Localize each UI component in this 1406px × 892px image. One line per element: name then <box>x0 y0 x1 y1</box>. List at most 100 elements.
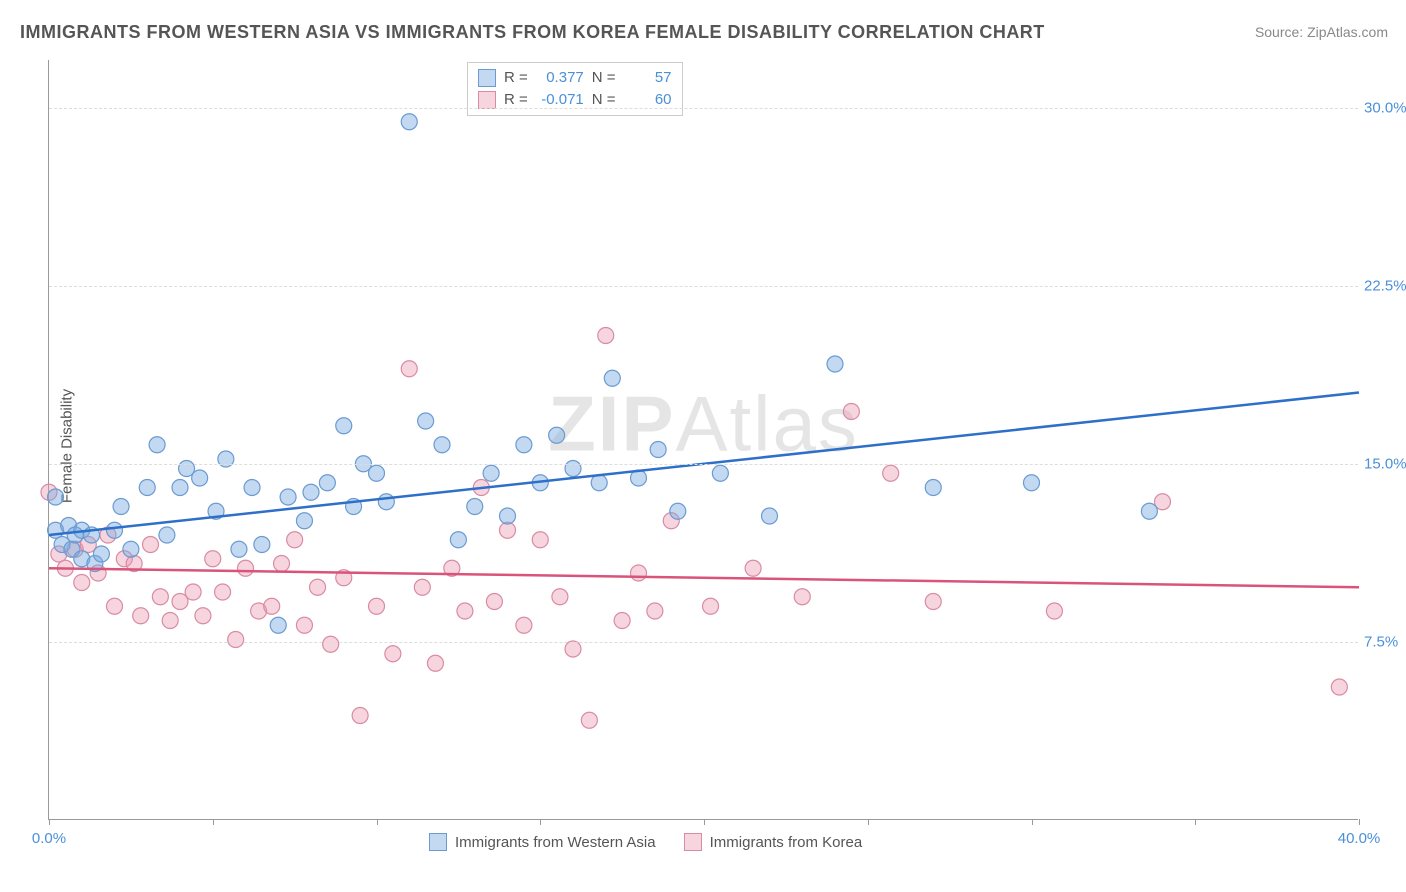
scatter-point <box>296 617 312 633</box>
scatter-point <box>631 565 647 581</box>
scatter-point <box>565 641 581 657</box>
y-tick-label: 15.0% <box>1364 455 1406 472</box>
scatter-point <box>280 489 296 505</box>
legend-swatch-1 <box>684 833 702 851</box>
grid-line <box>49 464 1358 465</box>
scatter-point <box>925 594 941 610</box>
scatter-point <box>703 598 719 614</box>
source-label: Source: ZipAtlas.com <box>1255 24 1388 40</box>
grid-line <box>49 286 1358 287</box>
chart-title: IMMIGRANTS FROM WESTERN ASIA VS IMMIGRAN… <box>20 22 1045 43</box>
scatter-point <box>254 537 270 553</box>
y-tick-label: 7.5% <box>1364 633 1406 650</box>
scatter-point <box>215 584 231 600</box>
scatter-point <box>414 579 430 595</box>
scatter-point <box>500 522 516 538</box>
scatter-point <box>1331 679 1347 695</box>
scatter-point <box>162 613 178 629</box>
scatter-point <box>192 470 208 486</box>
scatter-point <box>670 503 686 519</box>
scatter-point <box>418 413 434 429</box>
scatter-point <box>925 480 941 496</box>
scatter-point <box>74 575 90 591</box>
scatter-point <box>427 655 443 671</box>
scatter-point <box>532 532 548 548</box>
x-tick <box>1032 819 1033 825</box>
scatter-point <box>581 712 597 728</box>
legend-swatch-0 <box>429 833 447 851</box>
scatter-point <box>434 437 450 453</box>
scatter-point <box>591 475 607 491</box>
scatter-point <box>319 475 335 491</box>
scatter-point <box>549 427 565 443</box>
scatter-point <box>107 522 123 538</box>
scatter-point <box>270 617 286 633</box>
x-tick <box>377 819 378 825</box>
x-tick <box>213 819 214 825</box>
scatter-point <box>604 370 620 386</box>
scatter-point <box>883 465 899 481</box>
scatter-point <box>139 480 155 496</box>
scatter-point <box>378 494 394 510</box>
scatter-point <box>516 437 532 453</box>
bottom-legend: Immigrants from Western Asia Immigrants … <box>429 833 862 851</box>
scatter-point <box>133 608 149 624</box>
scatter-point <box>794 589 810 605</box>
legend-item-0: Immigrants from Western Asia <box>429 833 656 851</box>
x-tick <box>540 819 541 825</box>
scatter-point <box>369 598 385 614</box>
grid-line <box>49 108 1358 109</box>
scatter-point <box>1046 603 1062 619</box>
scatter-point <box>143 537 159 553</box>
scatter-point <box>238 560 254 576</box>
scatter-point <box>745 560 761 576</box>
scatter-point <box>762 508 778 524</box>
scatter-point <box>486 594 502 610</box>
plot-svg <box>49 60 1358 819</box>
scatter-point <box>352 708 368 724</box>
scatter-point <box>93 546 109 562</box>
scatter-point <box>149 437 165 453</box>
scatter-point <box>123 541 139 557</box>
scatter-point <box>614 613 630 629</box>
x-tick <box>1195 819 1196 825</box>
scatter-point <box>843 404 859 420</box>
scatter-point <box>457 603 473 619</box>
scatter-point <box>231 541 247 557</box>
scatter-point <box>113 499 129 515</box>
scatter-point <box>323 636 339 652</box>
scatter-point <box>48 489 64 505</box>
scatter-point <box>159 527 175 543</box>
scatter-point <box>195 608 211 624</box>
scatter-point <box>172 480 188 496</box>
x-tick <box>704 819 705 825</box>
x-tick-label: 0.0% <box>32 830 66 847</box>
scatter-point <box>598 328 614 344</box>
scatter-point <box>185 584 201 600</box>
scatter-point <box>401 361 417 377</box>
grid-line <box>49 642 1358 643</box>
scatter-point <box>369 465 385 481</box>
scatter-point <box>516 617 532 633</box>
trend-line <box>49 568 1359 587</box>
x-tick <box>1359 819 1360 825</box>
scatter-point <box>244 480 260 496</box>
scatter-point <box>650 442 666 458</box>
scatter-point <box>552 589 568 605</box>
scatter-point <box>274 556 290 572</box>
scatter-point <box>336 418 352 434</box>
legend-label-1: Immigrants from Korea <box>710 834 863 851</box>
scatter-point <box>287 532 303 548</box>
scatter-point <box>401 114 417 130</box>
scatter-point <box>450 532 466 548</box>
scatter-point <box>107 598 123 614</box>
scatter-point <box>1024 475 1040 491</box>
legend-label-0: Immigrants from Western Asia <box>455 834 656 851</box>
legend-item-1: Immigrants from Korea <box>684 833 863 851</box>
x-tick <box>868 819 869 825</box>
scatter-point <box>500 508 516 524</box>
scatter-point <box>228 632 244 648</box>
scatter-point <box>647 603 663 619</box>
scatter-point <box>152 589 168 605</box>
plot-area: ZIPAtlas R = 0.377 N = 57 R = -0.071 N =… <box>48 60 1358 820</box>
